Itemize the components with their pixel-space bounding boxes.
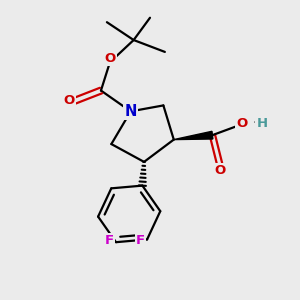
- Text: N: N: [124, 104, 137, 119]
- Text: H: H: [256, 117, 268, 130]
- Text: F: F: [136, 235, 145, 248]
- Text: O: O: [236, 117, 248, 130]
- Text: ·: ·: [252, 116, 257, 130]
- Text: F: F: [105, 234, 114, 247]
- Text: O: O: [63, 94, 74, 107]
- Text: O: O: [104, 52, 116, 65]
- Text: O: O: [214, 164, 226, 177]
- Polygon shape: [174, 131, 213, 140]
